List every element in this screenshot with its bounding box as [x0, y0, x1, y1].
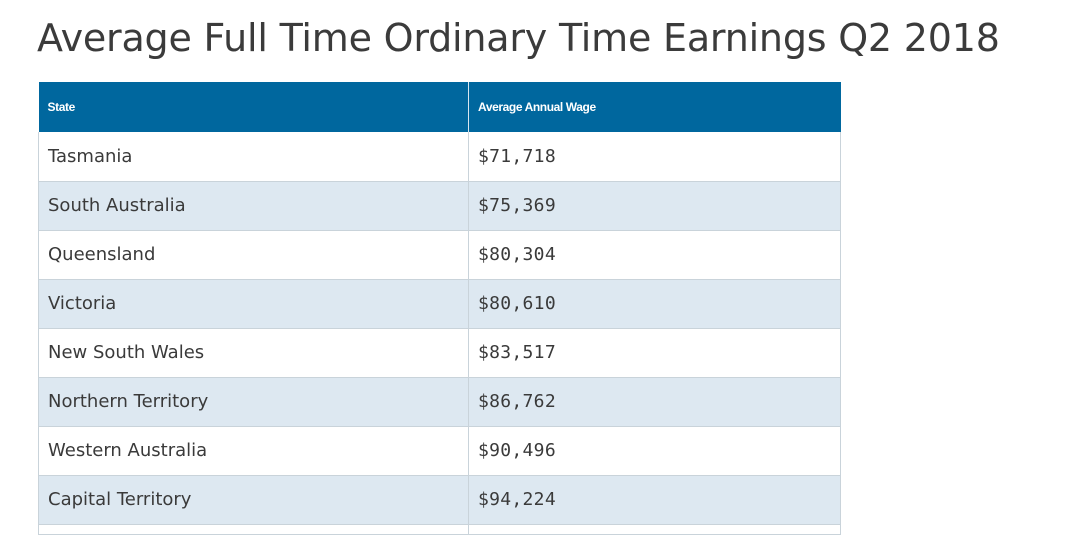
- wage-cell: $94,224: [468, 475, 841, 525]
- table-row: Queensland $80,304: [38, 230, 841, 280]
- state-cell: Tasmania: [38, 132, 469, 182]
- wage-cell: $80,304: [468, 230, 841, 280]
- column-header-state[interactable]: State: [38, 82, 469, 132]
- table-row: New South Wales $83,517: [38, 328, 841, 378]
- table-row: Western Australia $90,496: [38, 426, 841, 476]
- wage-cell: $86,762: [468, 377, 841, 427]
- state-cell: New South Wales: [38, 328, 469, 378]
- state-cell: Queensland: [38, 230, 469, 280]
- earnings-table: State Average Annual Wage Tasmania $71,7…: [38, 82, 841, 535]
- wage-cell: $90,496: [468, 426, 841, 476]
- empty-cell: [38, 524, 469, 535]
- table-header: State Average Annual Wage: [38, 82, 841, 132]
- table-row: Capital Territory $94,224: [38, 475, 841, 525]
- state-cell: South Australia: [38, 181, 469, 231]
- table-row: South Australia $75,369: [38, 181, 841, 231]
- wage-cell: $83,517: [468, 328, 841, 378]
- state-cell: Capital Territory: [38, 475, 469, 525]
- state-cell: Victoria: [38, 279, 469, 329]
- state-cell: Western Australia: [38, 426, 469, 476]
- column-header-average-annual-wage[interactable]: Average Annual Wage: [468, 82, 841, 132]
- wage-cell: $71,718: [468, 132, 841, 182]
- table-row: Victoria $80,610: [38, 279, 841, 329]
- table-row: Tasmania $71,718: [38, 132, 841, 182]
- table-body: Tasmania $71,718 South Australia $75,369…: [38, 132, 841, 535]
- page-title: Average Full Time Ordinary Time Earnings…: [37, 16, 1000, 60]
- empty-cell: [468, 524, 841, 535]
- table-row-cut-off: [38, 524, 841, 535]
- table-row: Northern Territory $86,762: [38, 377, 841, 427]
- state-cell: Northern Territory: [38, 377, 469, 427]
- wage-cell: $75,369: [468, 181, 841, 231]
- table-header-row: State Average Annual Wage: [38, 82, 841, 132]
- wage-cell: $80,610: [468, 279, 841, 329]
